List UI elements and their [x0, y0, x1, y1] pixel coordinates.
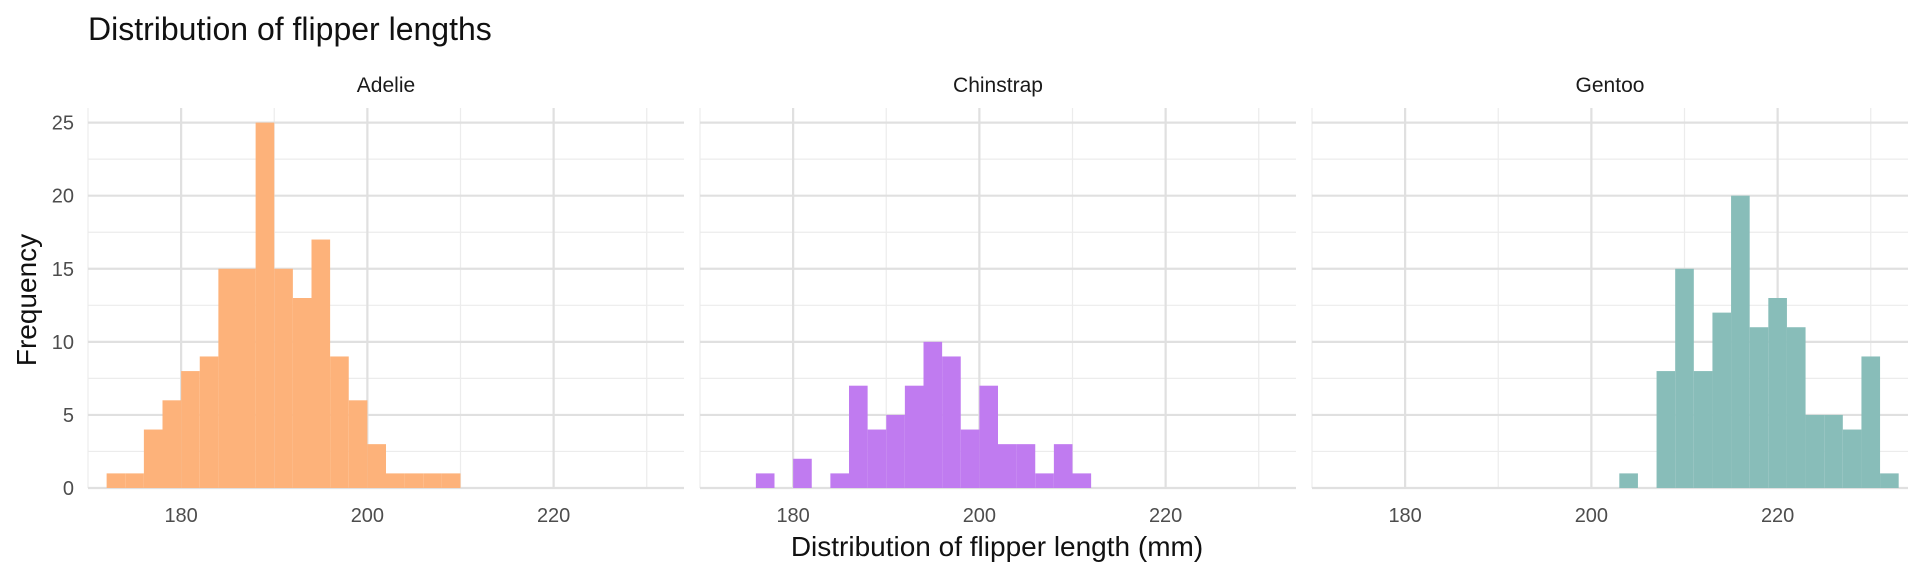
- histogram-bar: [867, 429, 887, 488]
- histogram-bar: [1053, 444, 1073, 488]
- x-axis-title: Distribution of flipper length (mm): [791, 531, 1203, 562]
- histogram-bar: [1786, 327, 1806, 488]
- histogram-bar: [1749, 327, 1769, 488]
- histogram-bar: [942, 356, 961, 488]
- histogram-bar: [441, 473, 461, 488]
- y-axis-title: Frequency: [11, 234, 42, 366]
- histogram-bar: [1712, 312, 1732, 488]
- histogram-bar: [143, 429, 163, 488]
- histogram-bar: [367, 444, 386, 488]
- histogram-bar: [386, 473, 405, 488]
- histogram-bar: [979, 385, 998, 488]
- histogram-bar: [886, 414, 905, 488]
- histogram-bar: [106, 473, 126, 488]
- facet-label-adelie: Adelie: [357, 74, 415, 97]
- panel-chinstrap: Chinstrap 180 200 220: [699, 74, 1296, 527]
- chart-title: Distribution of flipper lengths: [88, 11, 492, 47]
- histogram-bars: [106, 122, 461, 488]
- x-tick-label: 200: [351, 505, 384, 527]
- histogram-bar: [1072, 473, 1092, 488]
- histogram-bar: [348, 400, 368, 488]
- histogram-bar: [923, 341, 943, 488]
- histogram-bar: [998, 444, 1017, 488]
- x-tick-label: 180: [776, 505, 809, 527]
- y-tick-label: 15: [52, 259, 74, 281]
- x-tick-label: 220: [1761, 505, 1794, 527]
- histogram-bar: [830, 473, 849, 488]
- histogram-bar: [1693, 371, 1713, 488]
- x-tick-label: 200: [963, 505, 996, 527]
- y-tick-label: 5: [63, 405, 74, 427]
- histogram-bar: [423, 473, 442, 488]
- histogram-bar: [404, 473, 424, 488]
- histogram-bar: [1675, 268, 1694, 488]
- histogram-bar: [1619, 473, 1638, 488]
- histogram-bar: [793, 458, 812, 488]
- histogram-bar: [1805, 414, 1825, 488]
- histogram-bar: [1016, 444, 1036, 488]
- histogram-bars: [1619, 195, 1899, 488]
- histogram-bar: [849, 385, 868, 488]
- x-tick-label: 180: [1388, 505, 1421, 527]
- y-tick-label: 20: [52, 186, 74, 208]
- y-tick-label: 10: [52, 332, 74, 354]
- x-tick-label: 200: [1575, 505, 1608, 527]
- histogram-bar: [1035, 473, 1054, 488]
- histogram-bar: [755, 473, 775, 488]
- y-tick-label: 25: [52, 113, 74, 135]
- histogram-bar: [125, 473, 144, 488]
- histogram-bar: [162, 400, 182, 488]
- facet-label-gentoo: Gentoo: [1576, 74, 1645, 97]
- x-tick-label: 180: [164, 505, 197, 527]
- histogram-bar: [330, 356, 349, 488]
- histogram-bar: [1824, 414, 1843, 488]
- histogram-bar: [218, 268, 237, 488]
- histogram-bars: [755, 341, 1092, 488]
- minor-gridlines: [699, 108, 1296, 488]
- histogram-bar: [181, 371, 200, 488]
- facet-panels: Adelie 180 200 220 Chinstrap 180 200 220 Gentoo 1…: [87, 74, 1908, 527]
- histogram-bar: [1656, 371, 1676, 488]
- histogram-bar: [1880, 473, 1899, 488]
- panel-gentoo: Gentoo 180 200 220: [1311, 74, 1908, 527]
- facet-label-chinstrap: Chinstrap: [953, 74, 1043, 97]
- histogram-bar: [311, 239, 331, 488]
- histogram-bar: [255, 122, 275, 488]
- histogram-bar: [274, 268, 293, 488]
- histogram-bar: [199, 356, 219, 488]
- histogram-bar: [1842, 429, 1862, 488]
- histogram-bar: [904, 385, 924, 488]
- y-tick-label: 0: [63, 478, 74, 500]
- histogram-bar: [1731, 195, 1750, 488]
- histogram-bar: [237, 268, 256, 488]
- x-tick-label: 220: [1149, 505, 1182, 527]
- histogram-bar: [292, 298, 312, 488]
- histogram-bar: [1861, 356, 1881, 488]
- panel-adelie: Adelie 180 200 220: [87, 74, 684, 527]
- y-axis: 0 5 10 15 20 25: [52, 113, 74, 500]
- x-tick-label: 220: [537, 505, 570, 527]
- histogram-bar: [960, 429, 980, 488]
- histogram-bar: [1768, 298, 1787, 488]
